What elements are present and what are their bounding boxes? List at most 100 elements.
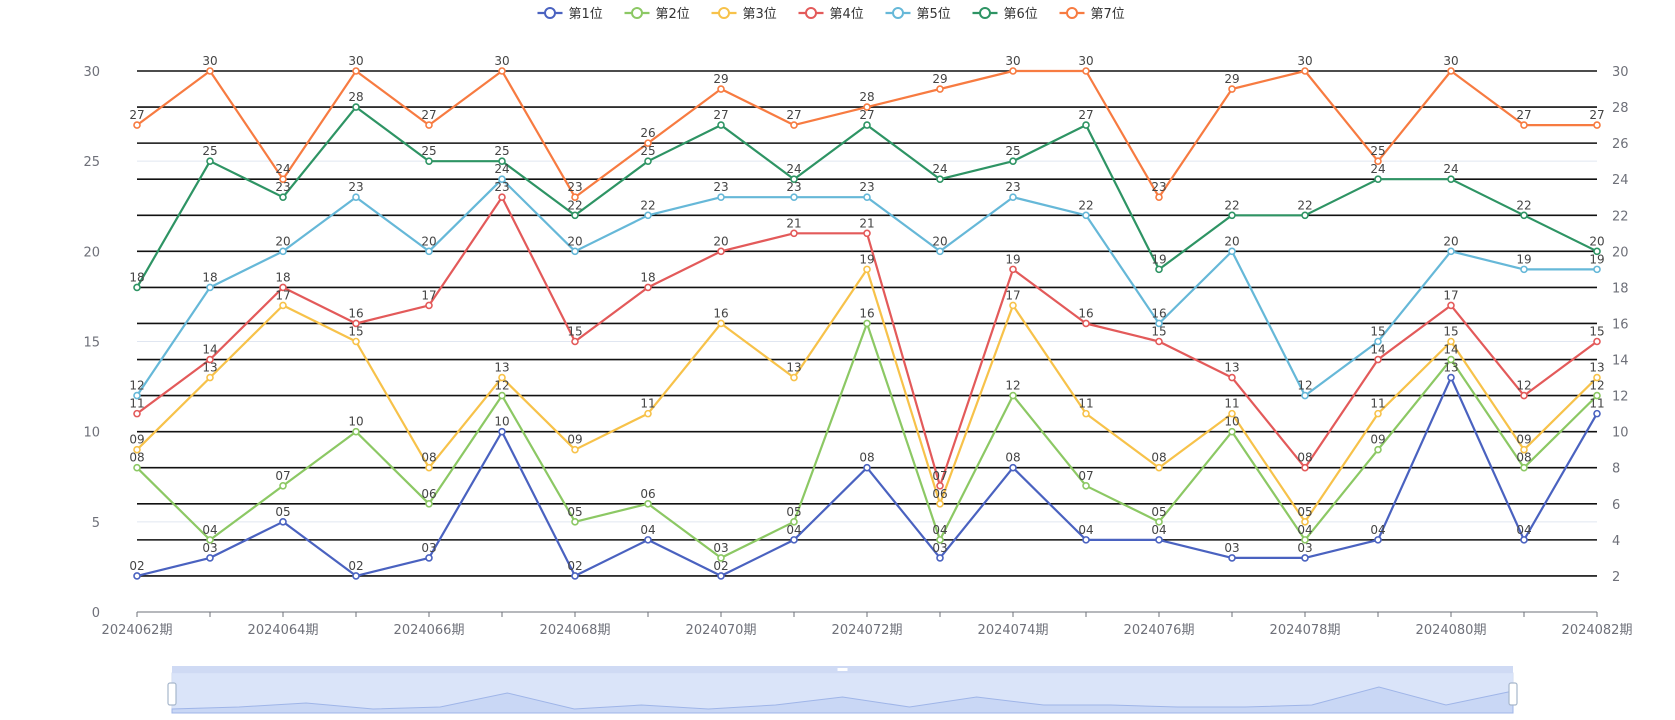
data-point[interactable] [498,193,506,202]
data-point[interactable] [279,175,287,183]
data-point[interactable] [425,157,433,165]
data-point[interactable] [571,337,579,346]
data-point[interactable] [133,445,141,454]
data-point[interactable] [644,157,652,165]
data-zoom-handle-left[interactable] [167,682,177,706]
data-point[interactable] [1155,265,1163,274]
data-point[interactable] [133,121,141,129]
data-point[interactable] [1520,463,1528,472]
data-point[interactable] [1593,337,1601,346]
data-point[interactable] [1374,409,1382,418]
data-point[interactable] [133,283,141,292]
data-point[interactable] [1520,445,1528,454]
data-point[interactable] [1374,355,1382,364]
data-point[interactable] [790,518,798,526]
data-point[interactable] [936,554,944,562]
data-point[interactable] [352,103,360,111]
data-point[interactable] [1301,67,1309,75]
data-point[interactable] [1520,536,1528,544]
data-point[interactable] [206,157,214,165]
data-point[interactable] [206,355,214,364]
data-point[interactable] [863,193,871,202]
data-point[interactable] [1155,319,1163,328]
data-point[interactable] [644,211,652,220]
data-point[interactable] [790,175,798,183]
data-point[interactable] [425,554,433,562]
data-point[interactable] [644,283,652,292]
data-point[interactable] [1082,211,1090,220]
data-point[interactable] [1082,536,1090,544]
data-point[interactable] [1447,175,1455,183]
data-point[interactable] [717,85,725,93]
legend-item-7[interactable]: 第7位 [1059,7,1125,22]
legend-item-2[interactable]: 第2位 [624,7,690,22]
data-point[interactable] [790,373,798,382]
data-point[interactable] [1593,121,1601,129]
data-point[interactable] [644,536,652,544]
data-point[interactable] [1228,85,1236,93]
data-point[interactable] [571,572,579,580]
data-point[interactable] [206,554,214,562]
data-point[interactable] [1447,67,1455,75]
data-point[interactable] [1155,193,1163,202]
data-point[interactable] [1593,247,1601,256]
data-point[interactable] [1009,265,1017,274]
data-point[interactable] [1447,355,1455,364]
data-point[interactable] [1009,157,1017,165]
data-point[interactable] [425,121,433,129]
data-point[interactable] [1155,518,1163,526]
data-point[interactable] [279,283,287,292]
data-point[interactable] [717,554,725,562]
data-point[interactable] [279,301,287,310]
data-point[interactable] [790,229,798,238]
data-point[interactable] [571,211,579,220]
legend-item-3[interactable]: 第3位 [711,7,777,22]
data-point[interactable] [498,427,506,436]
data-point[interactable] [1155,463,1163,472]
data-point[interactable] [863,463,871,472]
data-point[interactable] [133,391,141,400]
data-point[interactable] [936,499,944,508]
data-point[interactable] [1155,536,1163,544]
data-point[interactable] [206,283,214,292]
data-point[interactable] [1228,409,1236,418]
data-point[interactable] [571,193,579,202]
data-point[interactable] [717,572,725,580]
data-point[interactable] [863,265,871,274]
data-point[interactable] [352,337,360,346]
data-point[interactable] [936,175,944,183]
data-point[interactable] [133,409,141,418]
data-point[interactable] [863,103,871,111]
data-point[interactable] [1374,445,1382,454]
data-point[interactable] [571,518,579,526]
data-point[interactable] [498,157,506,165]
data-point[interactable] [1009,391,1017,400]
data-point[interactable] [498,391,506,400]
data-point[interactable] [1520,121,1528,129]
data-point[interactable] [1520,211,1528,220]
data-point[interactable] [1374,536,1382,544]
data-zoom-handle-right[interactable] [1508,682,1518,706]
data-point[interactable] [717,247,725,256]
data-point[interactable] [863,229,871,238]
data-point[interactable] [498,67,506,75]
data-point[interactable] [425,247,433,256]
data-point[interactable] [790,193,798,202]
legend-item-6[interactable]: 第6位 [972,7,1038,22]
data-point[interactable] [571,445,579,454]
data-point[interactable] [352,427,360,436]
data-point[interactable] [1374,175,1382,183]
data-point[interactable] [936,536,944,544]
data-point[interactable] [498,373,506,382]
data-point[interactable] [571,247,579,256]
data-point[interactable] [1301,554,1309,562]
data-point[interactable] [936,247,944,256]
data-point[interactable] [279,518,287,526]
data-point[interactable] [1082,319,1090,328]
data-point[interactable] [1447,301,1455,310]
data-point[interactable] [1301,518,1309,526]
data-point[interactable] [279,193,287,202]
data-point[interactable] [644,409,652,418]
data-point[interactable] [1593,265,1601,274]
data-point[interactable] [1228,427,1236,436]
